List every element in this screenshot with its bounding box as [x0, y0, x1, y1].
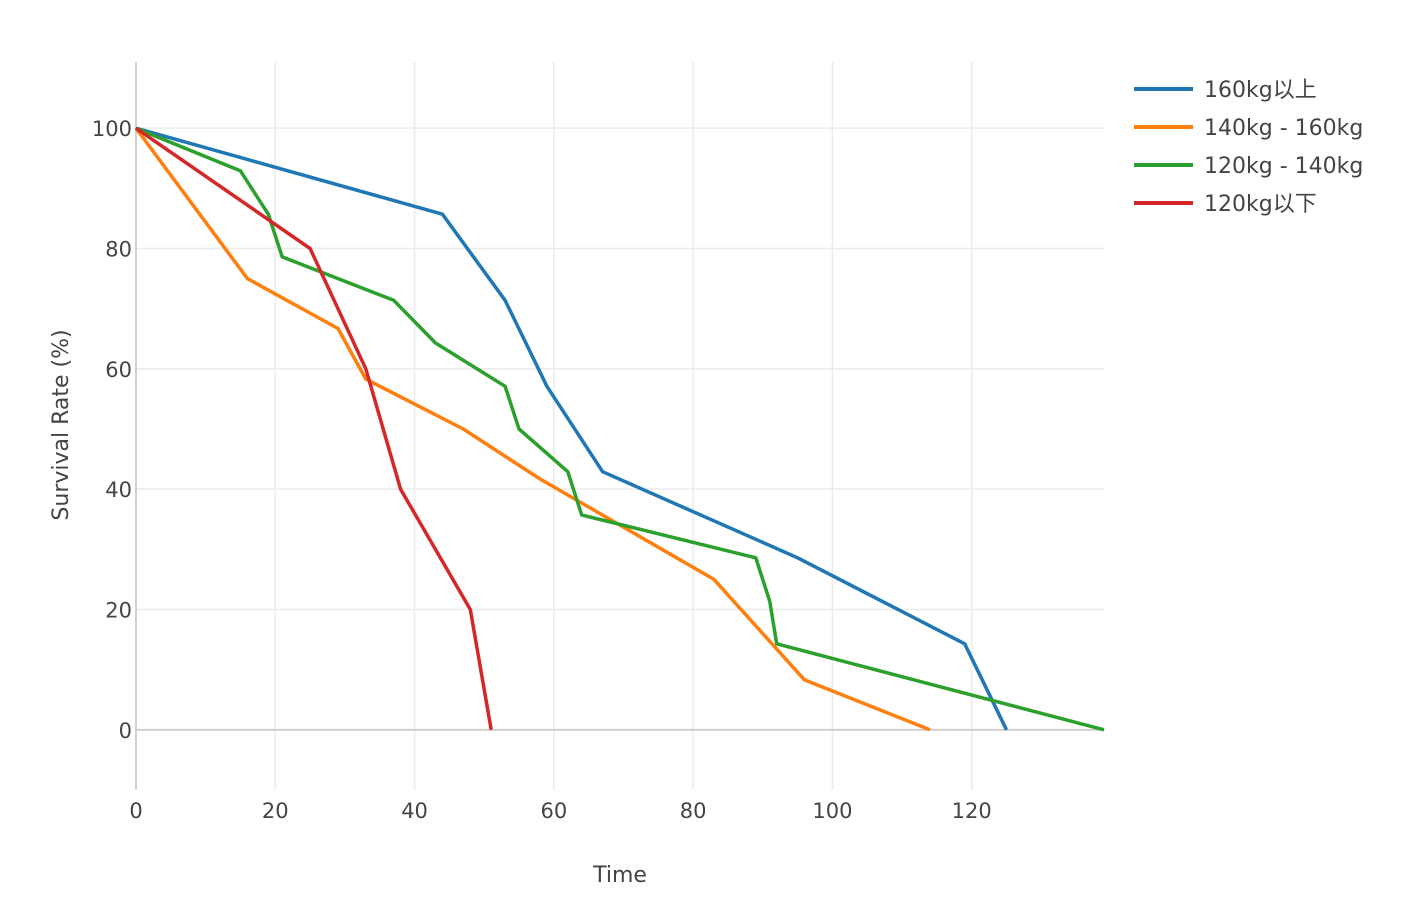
y-tick-label: 100 [92, 117, 132, 141]
series-line-2[interactable] [134, 127, 931, 732]
y-tick-label: 20 [105, 599, 132, 623]
legend-item[interactable]: 120kg以下 [1134, 192, 1317, 217]
x-axis-title: Time [592, 863, 647, 888]
axes [135, 62, 1104, 790]
y-tick-label: 60 [105, 358, 132, 382]
x-tick-label: 120 [952, 799, 992, 823]
series-lines [134, 126, 1105, 732]
legend-item[interactable]: 160kg以上 [1134, 78, 1317, 103]
legend-label: 120kg - 140kg [1204, 154, 1363, 179]
series-line-1[interactable] [135, 126, 1009, 731]
legend-item[interactable]: 120kg - 140kg [1134, 154, 1363, 179]
series-line-4[interactable] [135, 126, 493, 731]
x-tick-label: 40 [401, 799, 428, 823]
x-tick-label: 20 [262, 799, 289, 823]
x-tick-label: 0 [129, 799, 142, 823]
y-tick-label: 80 [105, 238, 132, 262]
y-axis-title: Survival Rate (%) [49, 329, 74, 520]
x-tick-label: 60 [540, 799, 567, 823]
y-tick-label: 0 [119, 719, 132, 743]
legend-label: 140kg - 160kg [1204, 116, 1363, 141]
x-tick-label: 80 [680, 799, 707, 823]
legend-label: 120kg以下 [1204, 192, 1317, 217]
legend-item[interactable]: 140kg - 160kg [1134, 116, 1363, 141]
legend[interactable]: 160kg以上 140kg - 160kg 120kg - 140kg 120kg以下 [1134, 78, 1363, 217]
tick-labels: 0 20 40 60 80 100 120 0 20 40 60 80 100 [92, 117, 992, 823]
y-tick-label: 40 [105, 478, 132, 502]
legend-label: 160kg以上 [1204, 78, 1317, 103]
x-tick-label: 100 [812, 799, 852, 823]
grid-lines [136, 62, 1104, 790]
